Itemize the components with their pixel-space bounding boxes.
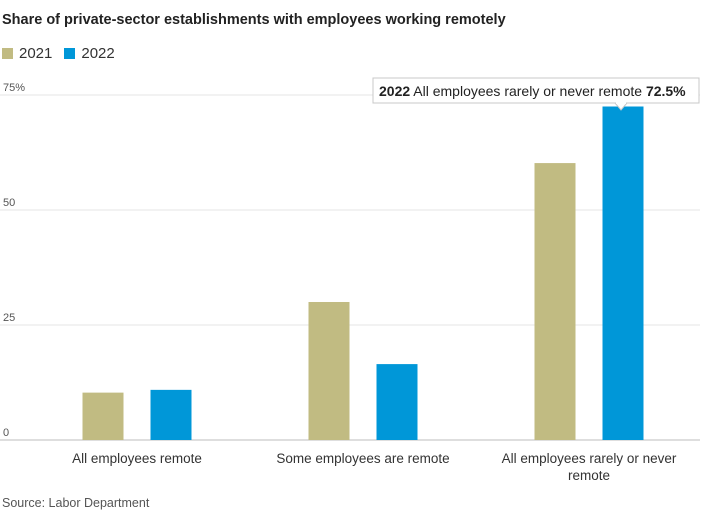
- category-label: remote: [568, 468, 610, 483]
- tooltip-value: 72.5%: [646, 83, 686, 99]
- y-tick-label: 0: [3, 427, 9, 439]
- category-label: Some employees are remote: [276, 451, 449, 466]
- tooltip-text: 2022 All employees rarely or never remot…: [379, 83, 686, 99]
- bar-2022-2[interactable]: [376, 364, 418, 440]
- category-label: All employees remote: [72, 451, 202, 466]
- y-tick-label: 50: [3, 197, 15, 209]
- legend-swatch-2021: [2, 48, 13, 59]
- tooltip: 2022 All employees rarely or never remot…: [372, 77, 700, 111]
- legend-item-2021: 2021: [2, 45, 52, 62]
- source-note: Source: Labor Department: [2, 496, 150, 510]
- gridlines: 0 25 50 75%: [0, 82, 700, 441]
- category-labels: All employees remote Some employees are r…: [72, 451, 677, 483]
- y-tick-label: 25: [3, 312, 15, 324]
- bars: [82, 106, 644, 441]
- category-label: All employees rarely or never: [502, 451, 677, 466]
- tooltip-pointer: [614, 102, 628, 111]
- legend: 2021 2022: [2, 45, 127, 62]
- chart-title: Share of private-sector establishments w…: [2, 12, 506, 28]
- bar-chart: 0 25 50 75% All employees remote Some employ…: [0, 77, 700, 483]
- legend-swatch-2022: [64, 48, 76, 59]
- legend-label-2021: 2021: [19, 45, 53, 62]
- bar-2021-2[interactable]: [308, 302, 350, 440]
- tooltip-category: All employees rarely or never remote: [413, 83, 642, 99]
- bar-2022-3[interactable]: [602, 106, 644, 441]
- bar-2021-1[interactable]: [82, 392, 124, 440]
- legend-item-2022: 2022: [64, 45, 115, 62]
- tooltip-year: 2022: [379, 83, 410, 99]
- y-tick-label: 75%: [3, 82, 25, 94]
- legend-label-2022: 2022: [81, 45, 115, 62]
- bar-2022-1[interactable]: [150, 389, 192, 440]
- bar-2021-3[interactable]: [534, 163, 576, 440]
- tooltip-box: [372, 77, 700, 104]
